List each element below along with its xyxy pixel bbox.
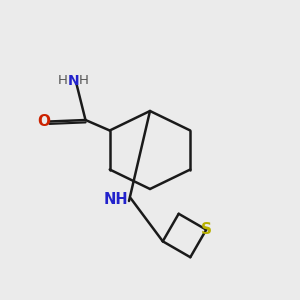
Text: O: O: [37, 114, 50, 129]
Text: NH: NH: [103, 192, 128, 207]
Text: S: S: [201, 222, 212, 237]
Text: N: N: [68, 74, 79, 88]
Text: H: H: [79, 74, 89, 88]
Text: H: H: [58, 74, 68, 88]
